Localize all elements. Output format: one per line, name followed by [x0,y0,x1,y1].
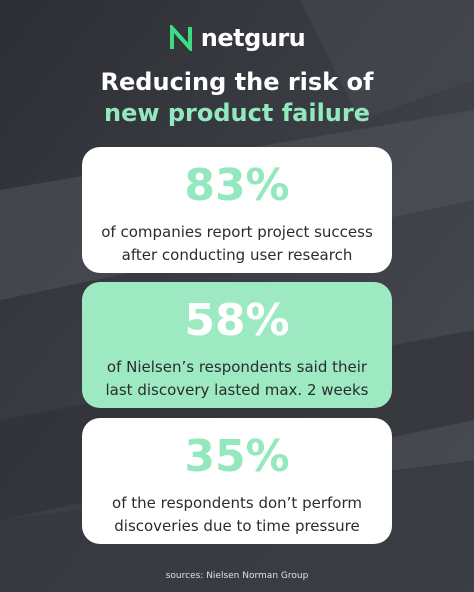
title: Reducing the risk of [100,68,374,96]
source-note: sources: Nielsen Norman Group [165,571,309,581]
logo: netguru [0,24,474,52]
stat-description: after conducting user research [121,246,353,264]
stat-value: 35% [184,431,290,482]
stat-card: 83% of companies report project success af… [82,147,392,273]
stat-description: last discovery lasted max. 2 weeks [105,381,369,399]
stat-value: 83% [184,160,290,211]
stat-card: 58% of Nielsen’s respondents said their la… [82,282,392,408]
stat-description: of Nielsen’s respondents said their [106,358,368,376]
stat-card: 35% of the respondents don’t perform disco… [82,418,392,544]
stat-description: discoveries due to time pressure [114,517,360,535]
stat-description: of companies report project success [101,223,373,241]
logo-text: netguru [200,24,306,52]
stat-description: of the respondents don’t perform [112,494,362,512]
title-highlight: new product failure [103,99,370,127]
stat-value: 58% [184,295,290,346]
logo-icon [169,25,192,51]
